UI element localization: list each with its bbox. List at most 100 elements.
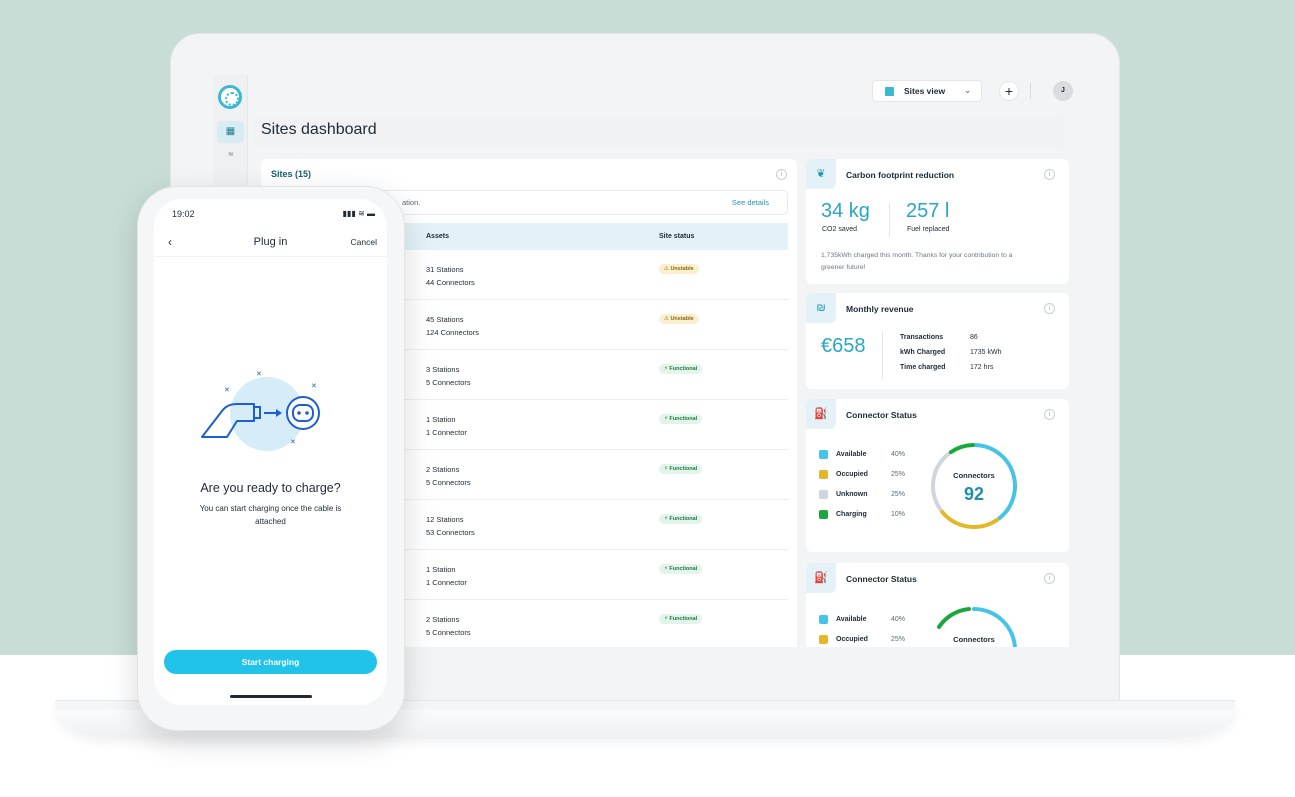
plug-tip: [253, 406, 261, 419]
cancel-button[interactable]: Cancel: [350, 237, 377, 247]
status-badge: ⚡ Functional: [659, 364, 703, 374]
svg-text:✕: ✕: [224, 386, 230, 394]
arrow-head: [276, 409, 282, 417]
donut-value: 92: [964, 484, 984, 504]
stations-count: 1 Station: [426, 565, 456, 574]
connector-status-title: Connector Status: [846, 410, 917, 420]
assets-cell: 1 Station 1 Connector: [426, 563, 467, 589]
dashboard-screen: ▦ ≈ Sites view ⌄ + J Sites dashboard Sit…: [213, 75, 1079, 647]
table-row[interactable]: 3 Stations 5 Connectors ⚡ Functional: [271, 350, 788, 400]
revenue-card: ₪ Monthly revenue i €658 Transactions 86 …: [806, 293, 1069, 389]
co2-label: CO2 saved: [822, 226, 858, 233]
stations-count: 31 Stations: [426, 265, 464, 274]
stations-count: 1 Station: [426, 415, 456, 424]
carbon-text-2: greener future!: [821, 264, 866, 271]
status-badge: ⚡ Functional: [659, 564, 703, 574]
stations-count: 2 Stations: [426, 465, 460, 474]
dashboard-nav-icon[interactable]: ▦: [217, 121, 244, 143]
activity-nav-icon[interactable]: ≈: [228, 149, 234, 159]
add-button[interactable]: +: [999, 81, 1019, 101]
back-chevron-icon[interactable]: ‹: [168, 235, 172, 249]
legend-occupied: Occupied 25%: [819, 634, 905, 646]
info-icon[interactable]: i: [1044, 169, 1055, 180]
info-icon[interactable]: i: [1044, 573, 1055, 584]
donut-segment-available: [973, 443, 1017, 521]
table-row[interactable]: 2 Stations 5 Connectors ⚡ Functional: [271, 600, 788, 647]
connectors-count: 44 Connectors: [426, 278, 475, 287]
donut-label: Connectors: [953, 471, 995, 480]
connector-donut: Connectors 92: [931, 443, 1017, 529]
connector-donut-2: Connectors: [937, 607, 1017, 647]
table-row[interactable]: 12 Stations 53 Connectors ⚡ Functional: [271, 500, 788, 550]
avatar[interactable]: J: [1053, 81, 1073, 101]
donut-segment: [937, 607, 971, 629]
info-icon[interactable]: i: [776, 169, 787, 180]
top-bar: Sites view ⌄ + J: [248, 75, 1079, 107]
swatch: [819, 634, 828, 644]
legend-item: Unknown 25%: [819, 489, 905, 501]
see-details-link[interactable]: See details: [731, 198, 769, 207]
leaf-icon: ❦: [806, 159, 836, 189]
table-row[interactable]: 1 Station 1 Connector ⚡ Functional: [271, 400, 788, 450]
status-badge: ⚠ Unstable: [659, 314, 699, 324]
donut-label: Connectors: [953, 635, 995, 644]
laptop-hinge: [55, 700, 1235, 710]
table-row[interactable]: 1 Station 1 Connector ⚡ Functional: [271, 550, 788, 600]
chevron-down-icon: ⌄: [964, 86, 971, 95]
page-title: Sites dashboard: [261, 121, 377, 138]
assets-cell: 3 Stations 5 Connectors: [426, 363, 471, 389]
plug-body: [201, 403, 255, 438]
charge-question: Are you ready to charge?: [200, 481, 341, 495]
revenue-details: Transactions 86 kWh Charged 1735 kWh Time …: [900, 330, 1002, 375]
start-charging-button[interactable]: Start charging: [164, 650, 377, 674]
assets-cell: 12 Stations 53 Connectors: [426, 513, 475, 539]
co2-value: 34 kg: [821, 200, 870, 222]
socket-inner: [292, 404, 314, 422]
stations-count: 2 Stations: [426, 615, 460, 624]
table-row[interactable]: 2 Stations 5 Connectors ⚡ Functional: [271, 450, 788, 500]
connectors-count: 5 Connectors: [426, 628, 471, 637]
table-row[interactable]: 31 Stations 44 Connectors ⚠ Unstable: [271, 250, 788, 300]
svg-text:✕: ✕: [290, 438, 296, 446]
phone-title: Plug in: [253, 236, 288, 248]
donut-segment: [972, 607, 1017, 647]
sites-title: Sites (15): [271, 169, 312, 179]
assets-cell: 45 Stations 124 Connectors: [426, 313, 479, 339]
fuel-label: Fuel replaced: [907, 226, 950, 233]
donut-segment-unknown: [931, 451, 951, 512]
revenue-row: Transactions 86: [900, 334, 978, 341]
status-badge: ⚠ Unstable: [659, 264, 699, 274]
socket-outer: [286, 396, 320, 430]
info-icon[interactable]: i: [1044, 303, 1055, 314]
status-badge: ⚡ Functional: [659, 464, 703, 474]
revenue-amount: €658: [821, 335, 866, 357]
assets-cell: 1 Station 1 Connector: [426, 413, 467, 439]
status-badge: ⚡ Functional: [659, 614, 703, 624]
revenue-title: Monthly revenue: [846, 304, 914, 314]
revenue-row: Time charged 172 hrs: [900, 364, 994, 371]
view-selector[interactable]: Sites view ⌄: [872, 80, 982, 102]
connectors-count: 1 Connector: [426, 428, 467, 437]
table-row[interactable]: 45 Stations 124 Connectors ⚠ Unstable: [271, 300, 788, 350]
app-logo-icon[interactable]: [218, 85, 242, 109]
phone-status-icons: ▮▮▮ ≋ ▬: [342, 209, 375, 218]
divider: [1030, 83, 1031, 99]
stations-count: 12 Stations: [426, 515, 464, 524]
column-site-status[interactable]: Site status: [659, 233, 695, 240]
view-label: Sites view: [904, 86, 946, 96]
stations-count: 3 Stations: [426, 365, 460, 374]
column-assets[interactable]: Assets: [426, 233, 449, 240]
home-indicator[interactable]: [230, 695, 312, 698]
legend-item: Available 40%: [819, 449, 905, 461]
info-icon[interactable]: i: [1044, 409, 1055, 420]
assets-cell: 31 Stations 44 Connectors: [426, 263, 475, 289]
building-icon: [885, 87, 894, 97]
connector-status-title: Connector Status: [846, 574, 917, 584]
swatch: [819, 469, 828, 479]
money-icon: ₪: [806, 293, 836, 323]
connectors-count: 124 Connectors: [426, 328, 479, 337]
legend-available: Available 40%: [819, 614, 905, 626]
notice-text: ation.: [402, 198, 421, 207]
swatch: [819, 489, 828, 499]
